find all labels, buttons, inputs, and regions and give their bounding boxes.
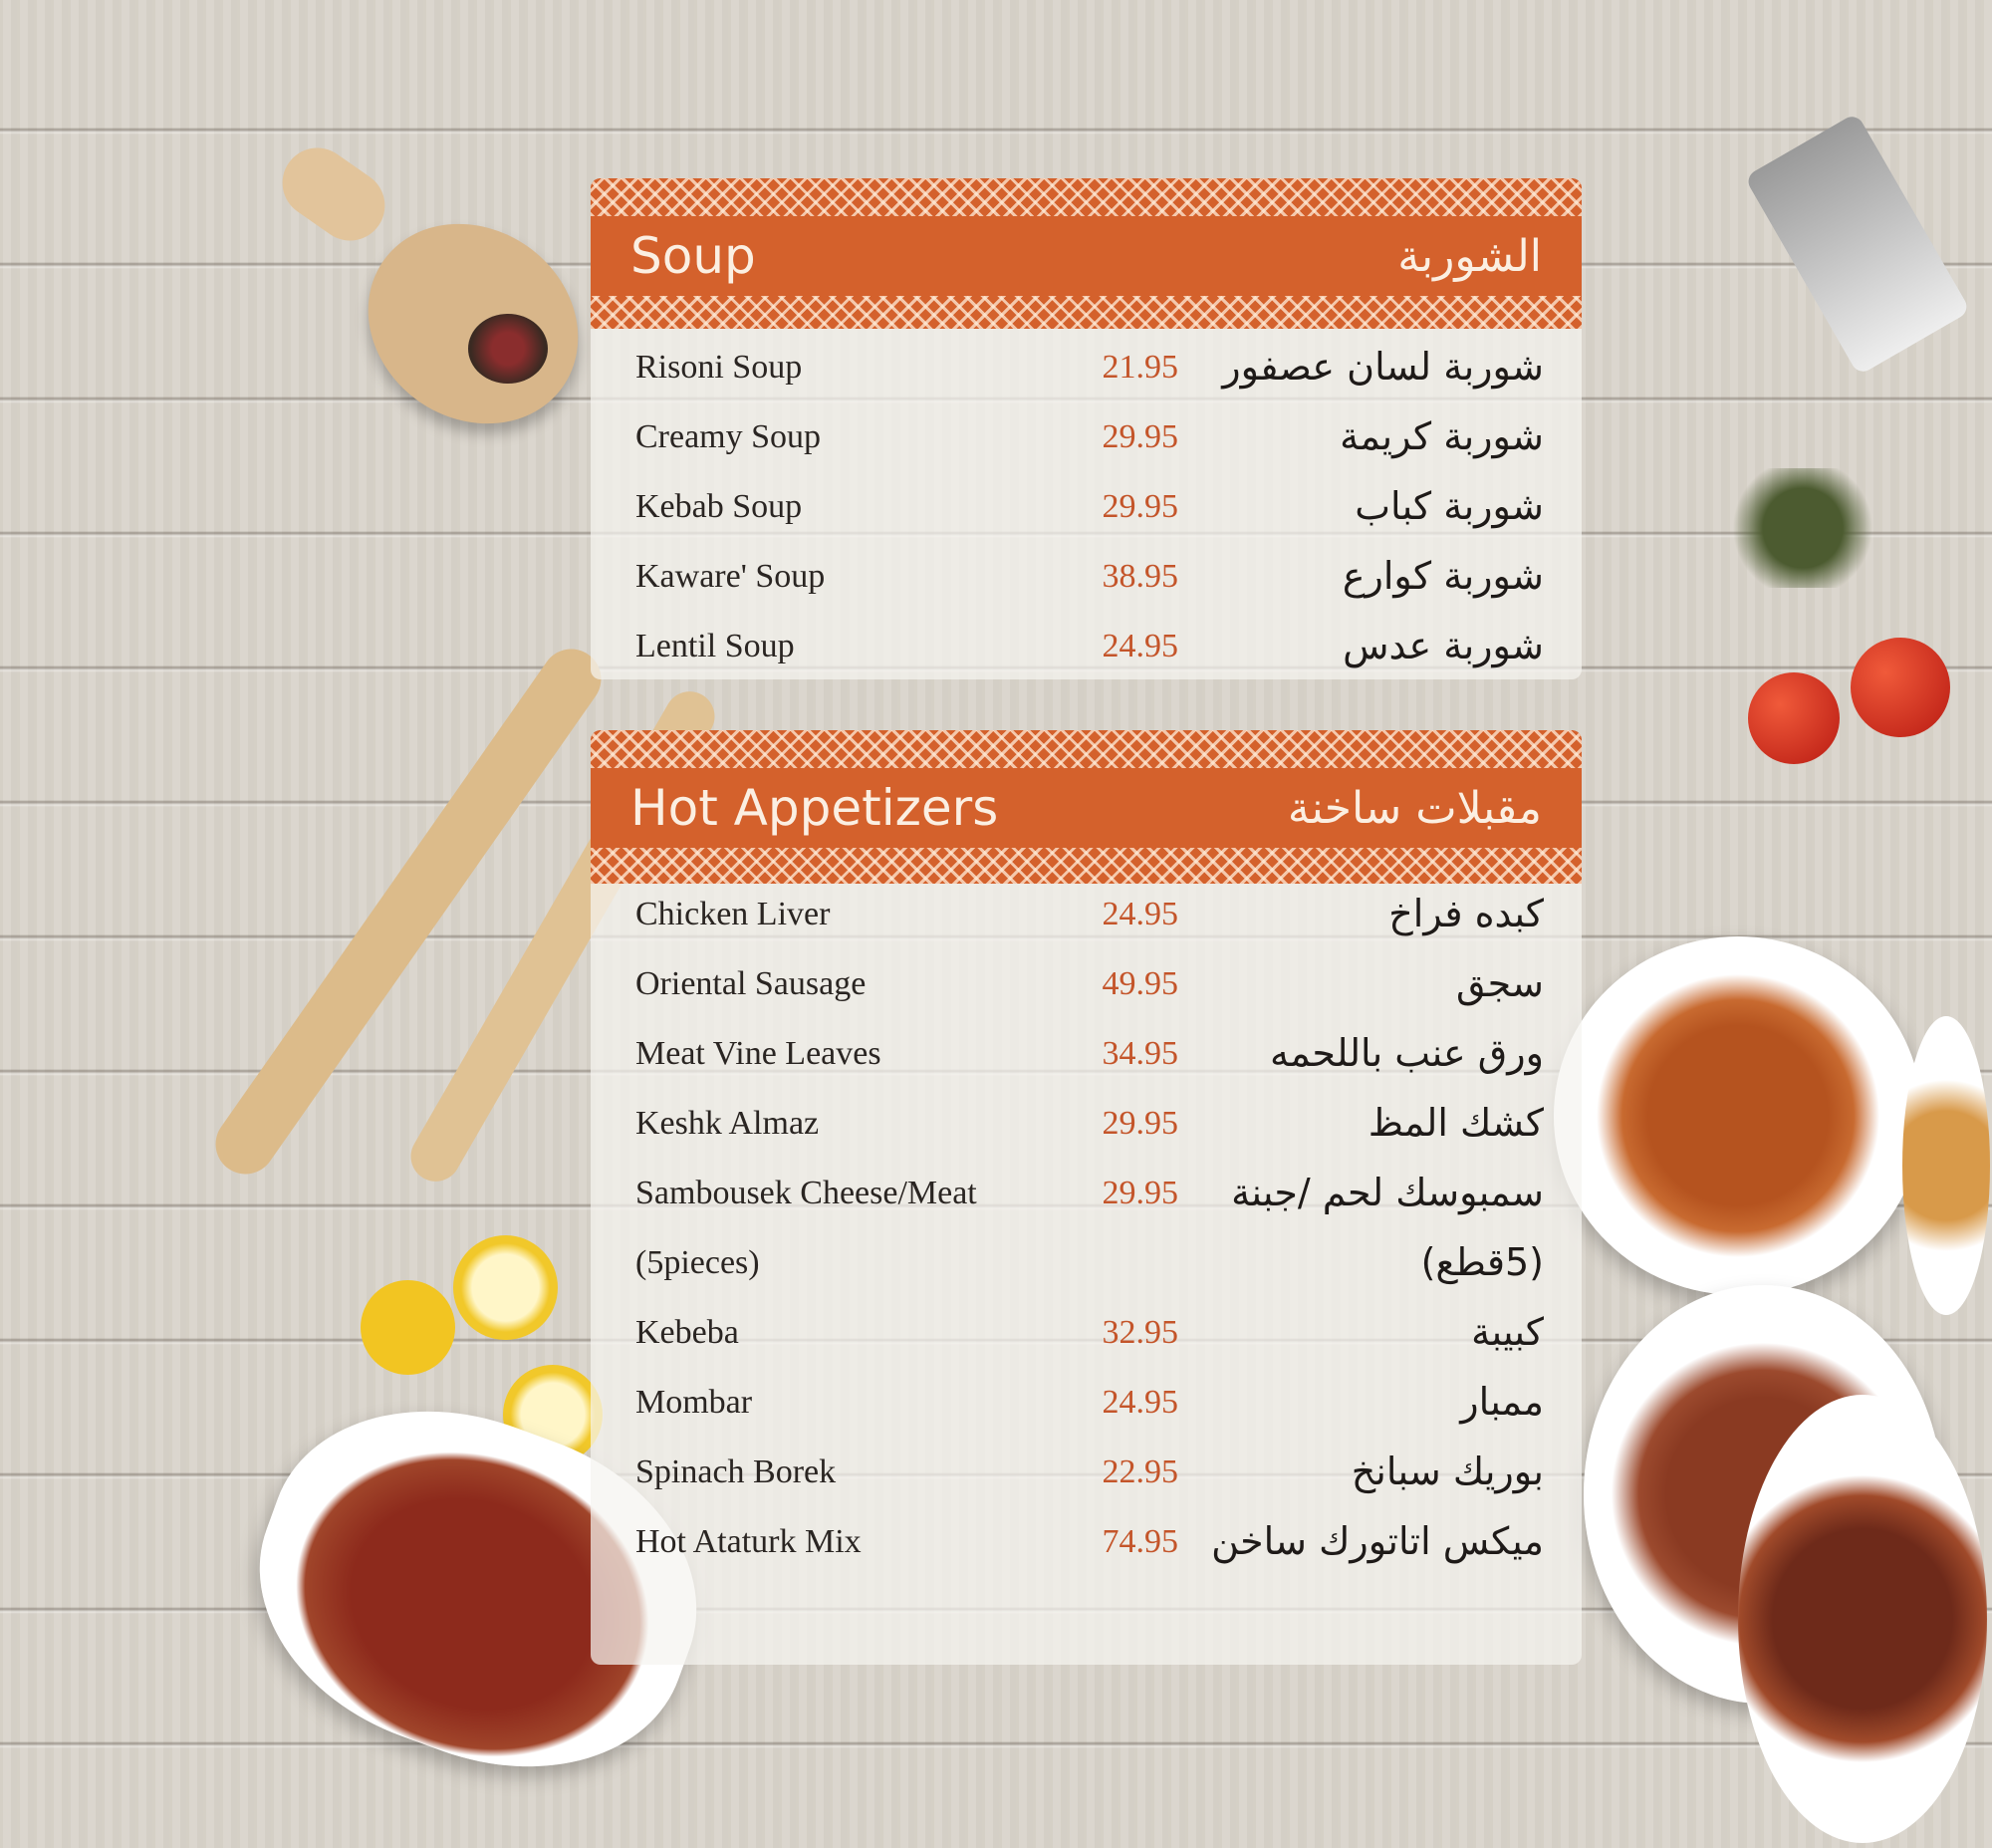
stew-plate [1738, 1395, 1987, 1843]
item-name-en: Keshk Almaz [635, 1105, 820, 1142]
item-name-en: Meat Vine Leaves [635, 1035, 881, 1072]
menu-item: Kebeba 32.95 كبيبة [591, 1302, 1582, 1372]
item-name-ar: شوربة كريمة [1340, 414, 1544, 458]
item-name-en: (5pieces) [635, 1244, 760, 1281]
menu-item: Kaware' Soup 38.95 شوربة كوارع [591, 546, 1582, 616]
lemon [361, 1280, 455, 1375]
hot-appetizers-section: Hot Appetizers مقبلات ساخنة Chicken Live… [591, 730, 1582, 1665]
item-name-ar: شوربة كباب [1355, 484, 1544, 528]
sambousek-plate [1902, 1016, 1990, 1315]
item-price: 38.95 [1102, 558, 1179, 595]
menu-item: Creamy Soup 29.95 شوربة كريمة [591, 406, 1582, 476]
item-price: 29.95 [1102, 488, 1179, 525]
item-name-ar: (5قطع) [1420, 1240, 1544, 1284]
herbs [1723, 468, 1882, 588]
item-price: 29.95 [1102, 1105, 1179, 1142]
item-name-en: Kaware' Soup [635, 558, 826, 595]
tomato [1851, 638, 1950, 737]
menu-item: Chicken Liver 24.95 كبده فراخ [591, 884, 1582, 953]
menu-item: Hot Ataturk Mix 74.95 ميكس اتاتورك ساخن [591, 1511, 1582, 1581]
section-title-en: Hot Appetizers [630, 779, 999, 837]
item-name-en: Hot Ataturk Mix [635, 1523, 862, 1560]
menu-item: Spinach Borek 22.95 بوريك سبانخ [591, 1442, 1582, 1511]
item-price: 34.95 [1102, 1035, 1179, 1072]
section-header: Hot Appetizers مقبلات ساخنة [591, 730, 1582, 884]
item-name-en: Lentil Soup [635, 628, 795, 664]
section-header: Soup الشوربة [591, 178, 1582, 329]
item-price: 29.95 [1102, 418, 1179, 455]
menu-item-continuation: (5pieces) (5قطع) [591, 1232, 1582, 1302]
item-price: 29.95 [1102, 1175, 1179, 1211]
menu-item: Kebab Soup 29.95 شوربة كباب [591, 476, 1582, 546]
item-price: 22.95 [1102, 1453, 1179, 1490]
item-price: 24.95 [1102, 628, 1179, 664]
section-title-ar: الشوربة [1397, 230, 1542, 282]
menu-item: Meat Vine Leaves 34.95 ورق عنب باللحمه [591, 1023, 1582, 1093]
wooden-scoop [268, 133, 399, 255]
menu-item: Risoni Soup 21.95 شوربة لسان عصفور [591, 337, 1582, 406]
item-price: 21.95 [1102, 349, 1179, 386]
item-name-ar: كبيبة [1471, 1310, 1544, 1354]
section-title-ar: مقبلات ساخنة [1287, 782, 1542, 834]
item-price: 32.95 [1102, 1314, 1179, 1351]
item-name-ar: ميكس اتاتورك ساخن [1211, 1519, 1544, 1563]
item-price: 49.95 [1102, 965, 1179, 1002]
menu-item: Oriental Sausage 49.95 سجق [591, 953, 1582, 1023]
pattern-border [591, 848, 1582, 884]
kibbeh-plate [1554, 936, 1922, 1295]
tomato [1748, 672, 1840, 764]
item-name-ar: سجق [1455, 961, 1544, 1005]
item-name-en: Kebeba [635, 1314, 739, 1351]
menu-item: Keshk Almaz 29.95 كشك المظ [591, 1093, 1582, 1163]
section-title-en: Soup [630, 227, 756, 285]
item-name-ar: ممبار [1460, 1380, 1544, 1424]
item-name-en: Risoni Soup [635, 349, 803, 386]
item-name-en: Creamy Soup [635, 418, 822, 455]
item-name-ar: شوربة لسان عصفور [1222, 345, 1544, 389]
menu-item: Sambousek Cheese/Meat 29.95 سمبوسك لحم /جب… [591, 1163, 1582, 1232]
lemon [453, 1235, 558, 1340]
item-name-ar: كشك المظ [1368, 1101, 1544, 1145]
pattern-border [591, 730, 1582, 768]
menu-item: Mombar 24.95 ممبار [591, 1372, 1582, 1442]
pattern-border [591, 296, 1582, 329]
salt-shaker [1744, 112, 1971, 377]
item-name-ar: شوربة عدس [1343, 624, 1544, 667]
item-name-en: Chicken Liver [635, 896, 831, 932]
item-name-ar: شوربة كوارع [1342, 554, 1544, 598]
item-name-en: Spinach Borek [635, 1453, 837, 1490]
item-name-en: Kebab Soup [635, 488, 803, 525]
menu-item: Lentil Soup 24.95 شوربة عدس [591, 616, 1582, 679]
pattern-border [591, 178, 1582, 216]
item-name-ar: سمبوسك لحم /جبنة [1231, 1171, 1544, 1214]
item-name-ar: بوريك سبانخ [1351, 1450, 1544, 1493]
item-name-en: Oriental Sausage [635, 965, 867, 1002]
item-name-en: Sambousek Cheese/Meat [635, 1175, 977, 1211]
item-price: 24.95 [1102, 896, 1179, 932]
item-name-ar: كبده فراخ [1388, 892, 1544, 935]
item-name-ar: ورق عنب باللحمه [1270, 1031, 1544, 1075]
item-name-en: Mombar [635, 1384, 753, 1421]
peppercorns [468, 314, 548, 384]
soup-section: Soup الشوربة Risoni Soup 21.95 شوربة لسان … [591, 178, 1582, 679]
item-price: 74.95 [1102, 1523, 1179, 1560]
item-price: 24.95 [1102, 1384, 1179, 1421]
